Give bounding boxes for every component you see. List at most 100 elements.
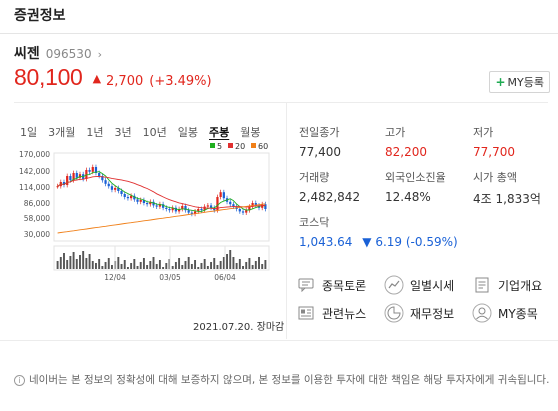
volume-bar xyxy=(216,265,219,269)
y-tick-label: 142,000 xyxy=(19,167,50,176)
x-tick-label: 12/04 xyxy=(104,273,126,282)
daily-price-label: 일별시세 xyxy=(410,278,455,293)
my-register-button[interactable]: + MY등록 xyxy=(489,71,550,93)
up-arrow-icon: ▲ xyxy=(92,72,102,85)
high-cell: 고가 82,200 xyxy=(385,124,427,159)
candle-body xyxy=(117,188,120,191)
y-tick-label: 114,000 xyxy=(19,183,50,192)
volume-bar xyxy=(251,265,254,269)
y-tick-label: 58,000 xyxy=(24,214,50,223)
chart-date-label: 2021.07.20. 장마감 xyxy=(193,322,285,333)
candle-body xyxy=(123,194,126,197)
volume-bar xyxy=(155,264,158,269)
candle-body xyxy=(209,205,213,208)
volume-bar xyxy=(88,254,91,269)
volume-bar xyxy=(110,265,113,269)
volume-bar xyxy=(171,266,174,269)
legend-label-5: 5 xyxy=(217,142,222,151)
volume-bar xyxy=(79,255,81,269)
candle-body xyxy=(101,176,104,181)
finance-link[interactable]: 재무정보 xyxy=(384,303,454,323)
market-cap-cell: 시가 총액 4조 1,833억 xyxy=(473,169,541,207)
candle-body xyxy=(245,210,248,213)
candle-body xyxy=(168,209,171,211)
volume-panel-frame xyxy=(53,245,270,271)
candle-body xyxy=(56,186,59,188)
stock-code[interactable]: 096530 xyxy=(45,47,92,61)
volume-label: 거래량 xyxy=(299,171,330,184)
volume-bar xyxy=(123,260,126,269)
volume-cell: 거래량 2,482,842 xyxy=(299,169,360,204)
disclaimer: i 네이버는 본 정보의 정확성에 대해 보증하지 않으며, 본 정보를 이용한 … xyxy=(14,373,550,387)
daily-price-link[interactable]: 일별시세 xyxy=(384,275,454,295)
volume-bar xyxy=(187,257,190,269)
volume-bar xyxy=(152,257,155,269)
low-value: 77,700 xyxy=(473,145,515,159)
price-change: 2,700 xyxy=(106,74,144,89)
volume-bar xyxy=(168,259,171,269)
candle-body xyxy=(130,195,133,199)
tab-monthly-candle[interactable]: 월봉 xyxy=(240,126,261,139)
my-register-label: MY등록 xyxy=(507,76,544,89)
company-info-link[interactable]: 기업개요 xyxy=(472,275,542,295)
y-tick-label: 86,000 xyxy=(24,199,50,208)
prev-close-value: 77,400 xyxy=(299,145,341,159)
volume-bar xyxy=(126,267,129,269)
volume-bar xyxy=(101,266,104,269)
volume-bar xyxy=(261,264,264,269)
user-icon xyxy=(472,303,492,323)
tab-1year[interactable]: 1년 xyxy=(86,126,104,139)
chevron-right-icon[interactable]: › xyxy=(97,48,102,61)
candle-body xyxy=(177,209,181,212)
candle-body xyxy=(193,211,197,214)
volume-bar xyxy=(63,253,65,269)
my-stock-link[interactable]: MY종목 xyxy=(472,303,538,323)
volume-bar xyxy=(254,261,257,269)
chart-svg[interactable]: 5 20 60 170,000 142,000 114,000 86,000 5… xyxy=(14,140,280,320)
volume-bar xyxy=(232,257,235,269)
stock-name[interactable]: 씨젠 xyxy=(14,46,40,62)
tab-daily-candle[interactable]: 일봉 xyxy=(177,126,198,139)
stock-chart[interactable]: 5 20 60 170,000 142,000 114,000 86,000 5… xyxy=(14,140,280,320)
volume-bar xyxy=(235,263,238,269)
forum-link[interactable]: 종목토론 xyxy=(296,275,366,295)
volume-bar xyxy=(245,262,248,269)
news-link[interactable]: 관련뉴스 xyxy=(296,303,366,323)
kosdaq-cell: 코스닥 1,043.64 ▼ 6.19 (-0.59%) xyxy=(299,214,458,249)
candle-body xyxy=(91,167,94,172)
forum-label: 종목토론 xyxy=(322,278,367,293)
candle-body xyxy=(241,211,245,213)
plus-icon: + xyxy=(495,75,506,89)
chart-legend: 5 20 60 xyxy=(210,142,268,151)
tab-10year[interactable]: 10년 xyxy=(142,126,167,139)
tab-1day[interactable]: 1일 xyxy=(20,126,38,139)
volume-bar xyxy=(146,265,149,269)
company-info-label: 기업개요 xyxy=(498,278,543,293)
volume-bar xyxy=(258,257,260,269)
kosdaq-change: 6.19 xyxy=(375,235,403,249)
candle-body xyxy=(171,207,174,211)
foreign-label: 외국인소진율 xyxy=(385,171,446,184)
volume-bar xyxy=(226,254,228,269)
volume-bars xyxy=(56,250,267,269)
tab-weekly-candle[interactable]: 주봉 xyxy=(209,126,230,139)
news-icon xyxy=(296,303,316,323)
tab-3year[interactable]: 3년 xyxy=(114,126,132,139)
volume-bar xyxy=(178,258,181,269)
high-label: 고가 xyxy=(385,126,406,139)
legend-label-20: 20 xyxy=(235,142,245,151)
candle-body xyxy=(248,206,251,211)
stock-name-row[interactable]: 씨젠 096530 › xyxy=(14,43,102,63)
volume-bar xyxy=(104,262,107,269)
volume-bar xyxy=(210,262,213,269)
ma-line-60 xyxy=(57,203,266,234)
my-stock-label: MY종목 xyxy=(498,306,538,321)
legend-label-60: 60 xyxy=(258,142,268,151)
tab-3month[interactable]: 3개월 xyxy=(48,126,76,139)
candle-body xyxy=(161,204,165,208)
volume-bar xyxy=(190,264,193,269)
x-tick-label: 06/04 xyxy=(214,273,236,282)
candle-body xyxy=(66,176,69,185)
candle-body xyxy=(88,170,91,172)
volume-bar xyxy=(66,260,69,269)
